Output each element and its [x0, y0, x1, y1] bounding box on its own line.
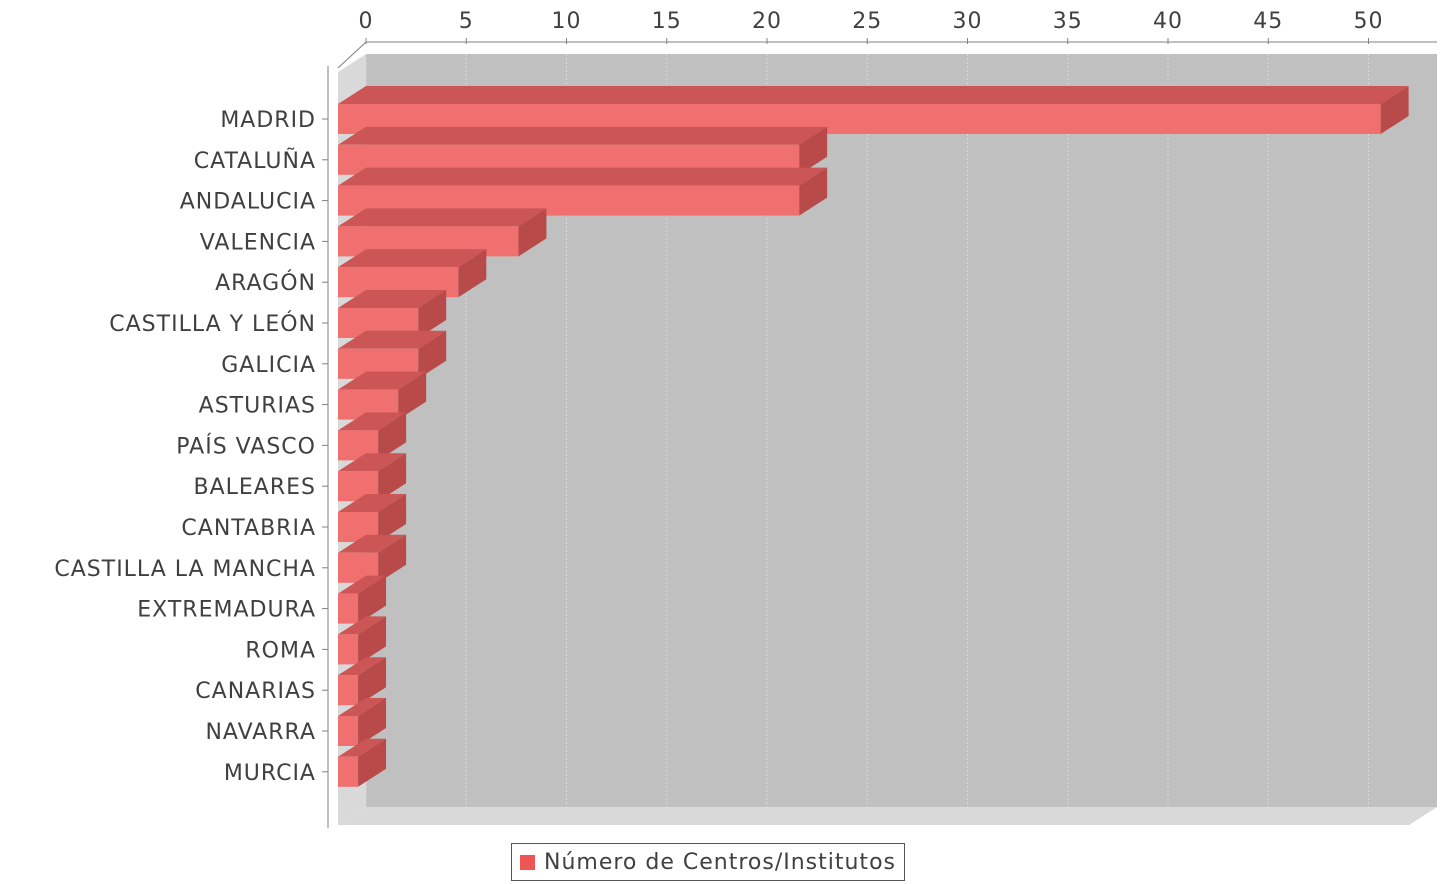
bar-side — [458, 249, 487, 298]
x-tick-label: 35 — [1053, 9, 1083, 34]
bar-top — [338, 371, 427, 390]
bar-top — [338, 290, 447, 308]
bar-top — [338, 453, 407, 472]
bar-side — [358, 657, 387, 706]
bar — [338, 634, 359, 665]
bar-top — [338, 249, 487, 268]
category-label: GALICIA — [221, 353, 316, 378]
bar-top — [338, 412, 407, 431]
bar-side — [378, 412, 407, 461]
category-label: EXTREMADURA — [137, 598, 316, 623]
x-axis-depth-line — [337, 41, 367, 69]
bar-side — [358, 616, 387, 665]
bar — [338, 756, 359, 787]
category-label: MADRID — [220, 108, 316, 133]
bar — [338, 675, 359, 706]
category-label: CASTILLA Y LEÓN — [109, 311, 316, 337]
bar-side — [418, 330, 447, 379]
bar-top — [338, 738, 387, 757]
legend: Número de Centros/Institutos — [511, 843, 905, 881]
bar-side — [358, 575, 387, 624]
bar-side — [378, 534, 407, 583]
bar-side — [1380, 86, 1409, 134]
legend-label: Número de Centros/Institutos — [544, 849, 896, 875]
bar-side — [799, 167, 828, 216]
category-label: VALENCIA — [200, 230, 316, 255]
bar-top — [338, 575, 387, 594]
x-tick-label: 10 — [552, 9, 582, 34]
category-label: CANARIAS — [195, 679, 316, 704]
bar-top — [338, 657, 387, 676]
bar-top — [338, 330, 447, 349]
bar-top — [338, 698, 387, 716]
bar-side — [358, 738, 387, 787]
category-label: CASTILLA LA MANCHA — [54, 557, 316, 582]
category-label: CANTABRIA — [181, 516, 316, 541]
bar — [338, 716, 359, 746]
x-tick-label: 20 — [752, 9, 782, 34]
category-label: ROMA — [245, 638, 316, 663]
x-tick-label: 30 — [953, 9, 983, 34]
bar-side — [378, 494, 407, 542]
bar-top — [338, 167, 828, 186]
bar-top — [338, 86, 1409, 104]
category-label: ARAGÓN — [215, 270, 316, 296]
category-label: ASTURIAS — [199, 394, 316, 419]
category-label: CATALUÑA — [194, 147, 316, 174]
x-tick-label: 40 — [1153, 9, 1183, 34]
category-label: PAÍS VASCO — [176, 433, 316, 459]
bar — [338, 593, 359, 624]
bar-top — [338, 616, 387, 635]
bar-side — [518, 208, 547, 257]
x-tick-label: 45 — [1253, 9, 1283, 34]
plot-floor — [338, 807, 1437, 825]
category-label: MURCIA — [224, 761, 316, 786]
bar-side — [378, 453, 407, 502]
x-tick-label: 25 — [852, 9, 882, 34]
x-tick-label: 0 — [359, 9, 374, 34]
category-label: ANDALUCIA — [180, 190, 316, 215]
category-label: BALEARES — [193, 475, 316, 500]
x-tick-label: 15 — [652, 9, 682, 34]
bar-top — [338, 534, 407, 553]
x-tick-label: 50 — [1354, 9, 1384, 34]
bar-top — [338, 126, 828, 145]
legend-swatch — [520, 854, 535, 870]
bar-side — [418, 290, 447, 338]
bar-side — [358, 698, 387, 746]
bar-side — [398, 371, 427, 420]
bar-top — [338, 494, 407, 512]
bar-top — [338, 208, 547, 227]
bar-side — [799, 126, 828, 175]
x-tick-label: 5 — [459, 9, 474, 34]
category-label: NAVARRA — [205, 720, 316, 745]
